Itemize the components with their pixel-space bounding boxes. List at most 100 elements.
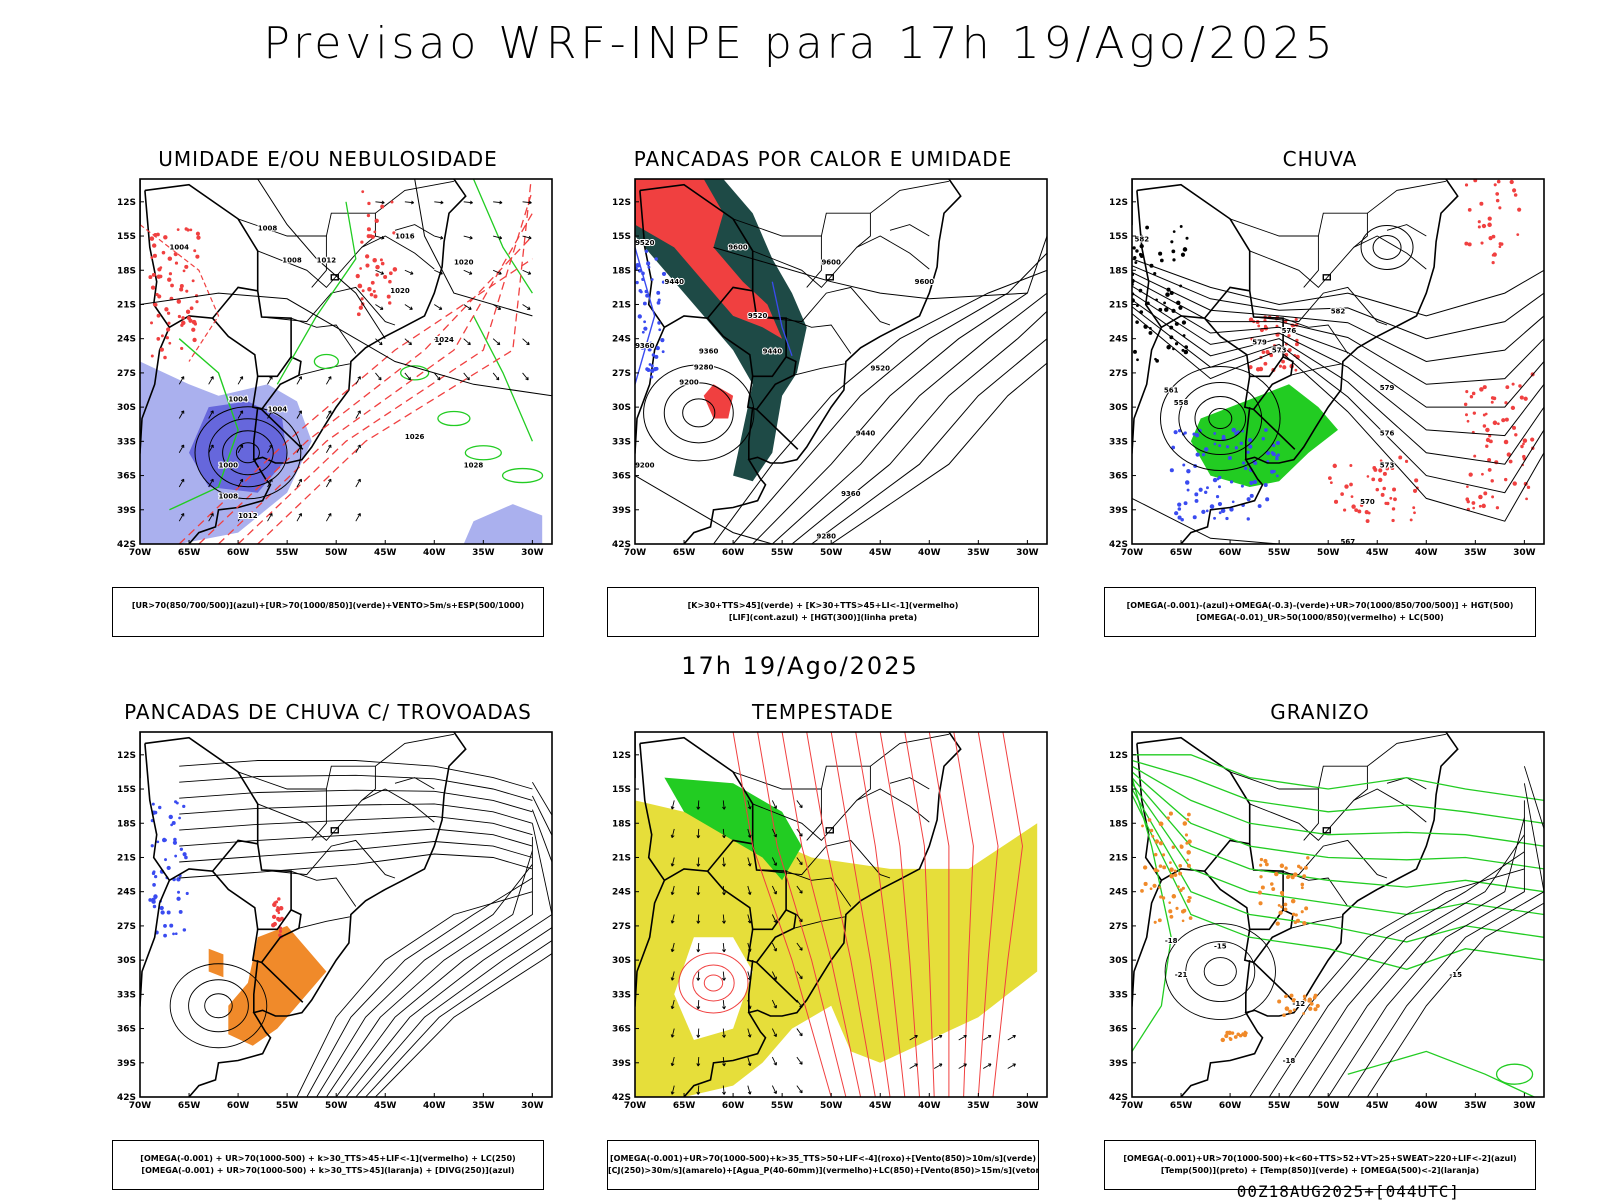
contour-label: 1026 [405,433,425,441]
state-border [298,916,350,929]
lat-tick-label: 18S [612,266,631,276]
temp850-contour [1132,788,1544,943]
lon-tick-label: 55W [771,548,794,558]
lon-tick-label: 65W [673,1101,696,1111]
contour-label: 576 [1282,327,1297,335]
jet-yellow [635,800,1038,1097]
height-contour [1178,382,1263,456]
omega-orange-dots [1277,993,1320,1018]
humidity-green-contour [437,410,471,427]
height-contour [713,269,1047,544]
temp850-contour [1132,794,1544,970]
lon-tick-label: 35W [472,1101,495,1111]
temp850-contour [1132,771,1544,870]
lon-tick-label: 35W [472,548,495,558]
precip-water-contour [977,732,999,1097]
lat-tick-label: 36S [612,472,631,482]
panel-title: UMIDADE E/OU NEBULOSIDADE [158,147,498,171]
humidity-green-contour [501,467,544,484]
streamline [179,803,533,824]
main-title: Previsao WRF-INPE para 17h 19/Ago/2025 [263,18,1337,69]
lat-tick-label: 24S [117,335,136,345]
temp850-contour [1132,777,1172,1052]
rain-red-dots [1464,179,1522,265]
contour-label: 1016 [395,232,415,240]
contour-label: 1012 [238,512,258,520]
streamline [169,963,268,1049]
legend-line: [LIF](cont.azul) + [HGT(300)](linha pret… [728,613,918,622]
lon-tick-label: 40W [1415,548,1438,558]
state-border [1229,765,1368,801]
lat-tick-label: 36S [117,472,136,482]
isobar [257,179,386,339]
streamline [179,841,533,863]
height-contour [1159,366,1281,472]
precip-water-contour [992,732,1024,1097]
state-border [261,839,396,879]
omega-orange-dots [1257,856,1310,926]
state-border [237,765,376,801]
lon-tick-label: 45W [1366,1101,1389,1111]
contour-label: 9520 [870,365,890,373]
streamline [179,774,533,801]
map-content: 9520 9600 9440 9600 9600 9520 9360 9360 9280 9200… [635,179,1047,544]
country-border [140,879,171,1010]
lat-tick-label: 15S [612,232,631,242]
lon-tick-label: 50W [325,548,348,558]
contour-label: 1008 [258,224,278,232]
legend-line: [OMEGA(-0.01)_UR>50(1000/850)(vermelho) … [1196,613,1444,622]
legend-line: [OMEGA(-0.001)-(azul)+OMEGA(-0.3)-(verde… [1126,601,1514,610]
lon-tick-label: 65W [178,548,201,558]
state-border [1367,733,1446,767]
panel-granizo: GRANIZO -18 -21 -15 -12 -18 -15 -18 12S 15S 18S 21… [1080,700,1560,1195]
humidity-green-contour [472,315,533,442]
streamline [179,815,533,836]
state-border [237,212,376,248]
lat-tick-label: 42S [117,540,136,550]
lat-tick-label: 36S [1109,1025,1128,1035]
streamline [296,891,533,1097]
state-border [870,733,949,767]
height-contour [1132,265,1544,340]
panel-title: TEMPESTADE [752,700,894,724]
country-border [639,736,799,1003]
lat-tick-label: 15S [117,785,136,795]
omega-orange-dots [1220,1030,1248,1043]
country-border [1203,317,1284,378]
map-content: 1008 1004 1008 1012 1016 1020 1020 1024 1004 1004… [140,179,552,544]
lon-tick-label: 50W [820,1101,843,1111]
streamline [179,853,533,879]
lifted-index-dots [635,249,667,379]
lat-tick-label: 42S [612,1093,631,1103]
height-contour [811,184,1047,544]
contour-label: 561 [1164,386,1179,394]
humidity-green-contour [400,365,430,381]
contour-label: 582 [1331,308,1346,316]
temp500-contour [1327,800,1525,1097]
contour-label: 9360 [699,348,719,356]
height-contour [1360,224,1414,270]
streamline [204,993,233,1019]
lon-tick-label: 70W [129,1101,152,1111]
lat-tick-label: 27S [1109,369,1128,379]
contour-label: 1020 [390,287,410,295]
map-chuva: 582 582 579 576 573 561 558 579 576 573 570 567 12S 1… [1090,177,1550,582]
lat-tick-label: 12S [117,751,136,761]
lake [330,827,339,834]
country-border [1243,929,1254,964]
isobar [222,430,274,476]
temp500-contour [1308,817,1525,1097]
state-border [1386,224,1427,237]
country-border [1132,879,1163,1010]
streamline [316,864,533,1097]
lon-tick-label: 30W [1513,1101,1536,1111]
contour-label: 9360 [635,342,655,350]
panel-chuva: CHUVA 582 582 579 576 573 561 558 579 576 573 570 5… [1080,147,1560,642]
contour-label: 9520 [748,312,768,320]
lat-tick-label: 33S [117,990,136,1000]
contour-label: -18 [1283,1057,1296,1065]
lat-tick-label: 21S [612,853,631,863]
streamline [188,979,249,1033]
humidity-green-contour [276,201,357,385]
